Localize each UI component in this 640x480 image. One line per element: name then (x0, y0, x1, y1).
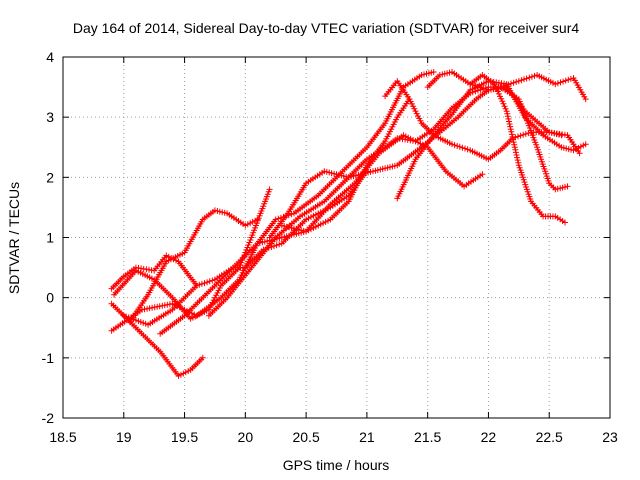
chart-title: Day 164 of 2014, Sidereal Day-to-day VTE… (73, 20, 579, 36)
data-point-markers (467, 72, 568, 226)
x-axis-label: GPS time / hours (283, 457, 390, 473)
x-tick-label: 23 (602, 429, 618, 445)
x-tick-label: 19.5 (171, 429, 198, 445)
y-tick-label: 2 (46, 169, 54, 185)
data-series-3 (108, 252, 200, 292)
y-tick-label: 4 (46, 49, 54, 65)
y-tick-label: -1 (42, 350, 55, 366)
x-tick-label: 21.5 (414, 429, 441, 445)
y-tick-label: 3 (46, 109, 54, 125)
y-tick-label: -2 (42, 410, 55, 426)
data-series-14 (467, 72, 568, 226)
y-tick-label: 0 (46, 290, 54, 306)
data-point-markers (126, 207, 261, 325)
data-series-2 (108, 300, 206, 379)
x-tick-label: 18.5 (49, 429, 76, 445)
x-tick-label: 22 (481, 429, 497, 445)
x-tick-label: 22.5 (536, 429, 563, 445)
x-tick-label: 21 (359, 429, 375, 445)
data-point-markers (424, 69, 583, 157)
data-point-markers (108, 69, 437, 334)
data-series-11 (394, 78, 589, 202)
series-line (111, 71, 434, 332)
data-series-5 (108, 69, 437, 334)
y-tick-label: 1 (46, 230, 54, 246)
x-tick-label: 19 (116, 429, 132, 445)
x-tick-label: 20.5 (292, 429, 319, 445)
data-point-markers (108, 300, 206, 379)
y-axis-label: SDTVAR / TECUs (6, 182, 22, 294)
data-point-markers (394, 78, 589, 202)
x-tick-label: 20 (238, 429, 254, 445)
data-series-4 (126, 207, 261, 325)
grid-layer (63, 57, 610, 418)
series-layer (108, 69, 589, 379)
series-line (396, 80, 586, 199)
